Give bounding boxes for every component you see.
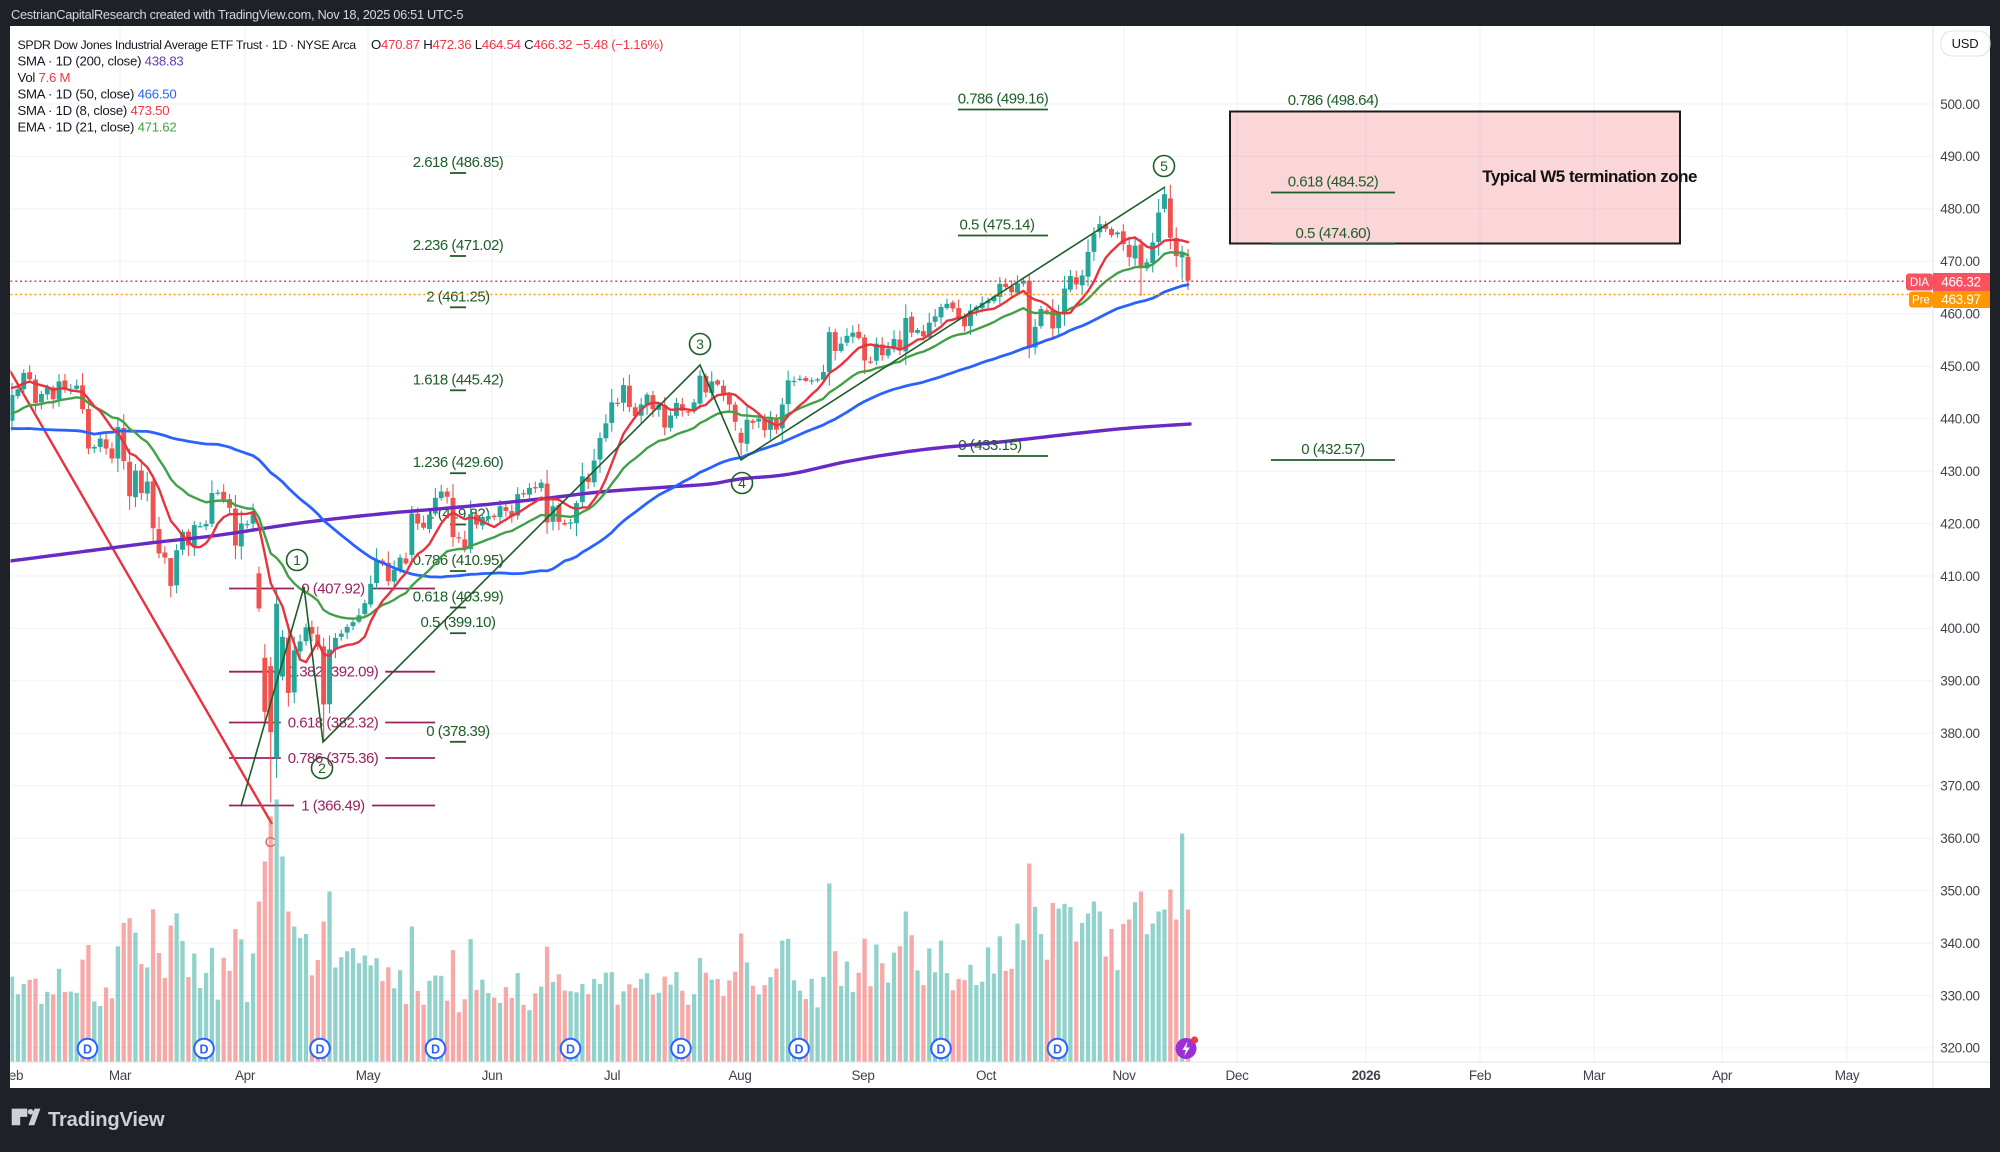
svg-text:0.5 (475.14): 0.5 (475.14) (960, 217, 1035, 234)
svg-text:D: D (936, 1043, 945, 1057)
svg-text:4: 4 (738, 475, 746, 491)
svg-text:USD: USD (1952, 36, 1979, 51)
svg-text:Nov: Nov (1112, 1068, 1136, 1083)
svg-text:DIA: DIA (1910, 277, 1930, 289)
svg-text:340.00: 340.00 (1940, 936, 1980, 951)
svg-text:330.00: 330.00 (1940, 988, 1980, 1003)
svg-text:0 (433.15): 0 (433.15) (958, 437, 1022, 454)
svg-text:0.786 (410.95): 0.786 (410.95) (413, 552, 504, 569)
svg-text:May: May (356, 1068, 381, 1083)
svg-text:460.00: 460.00 (1940, 307, 1980, 322)
svg-text:0.786 (375.36): 0.786 (375.36) (288, 750, 379, 767)
svg-text:3: 3 (696, 336, 704, 352)
svg-text:Typical W5 termination zone: Typical W5 termination zone (1482, 167, 1697, 186)
svg-text:0.5 (399.10): 0.5 (399.10) (421, 614, 496, 631)
svg-text:0.618 (382.32): 0.618 (382.32) (288, 715, 379, 732)
svg-text:SPDR Dow Jones Industrial Aver: SPDR Dow Jones Industrial Average ETF Tr… (18, 38, 357, 52)
svg-text:Oct: Oct (976, 1068, 997, 1083)
svg-text:1.618 (445.42): 1.618 (445.42) (413, 371, 504, 388)
svg-text:D: D (676, 1043, 685, 1057)
svg-text:Dec: Dec (1225, 1068, 1249, 1083)
svg-text:Aug: Aug (728, 1068, 751, 1083)
svg-text:0 (407.92): 0 (407.92) (301, 581, 365, 598)
svg-text:Pre: Pre (1912, 295, 1930, 307)
svg-text:390.00: 390.00 (1940, 674, 1980, 689)
svg-text:Jul: Jul (604, 1068, 621, 1083)
svg-text:D: D (199, 1043, 208, 1057)
svg-text:490.00: 490.00 (1940, 149, 1980, 164)
svg-text:320.00: 320.00 (1940, 1041, 1980, 1056)
svg-text:May: May (1835, 1068, 1860, 1083)
svg-text:500.00: 500.00 (1940, 97, 1980, 112)
svg-text:5: 5 (1160, 158, 1168, 174)
svg-text:0.618 (484.52): 0.618 (484.52) (1288, 174, 1379, 191)
svg-text:0.382 (392.09): 0.382 (392.09) (288, 664, 379, 681)
svg-text:1.236 (429.60): 1.236 (429.60) (413, 454, 504, 471)
svg-text:466.32: 466.32 (1941, 275, 1981, 290)
svg-text:450.00: 450.00 (1940, 359, 1980, 374)
svg-text:0.786 (499.16): 0.786 (499.16) (958, 91, 1049, 108)
svg-text:Vol 7.6 M: Vol 7.6 M (18, 70, 71, 85)
svg-text:2.618 (486.85): 2.618 (486.85) (413, 154, 504, 171)
svg-text:1 (366.49): 1 (366.49) (301, 798, 365, 815)
svg-text:380.00: 380.00 (1940, 726, 1980, 741)
svg-text:D: D (566, 1043, 575, 1057)
svg-text:D: D (315, 1043, 324, 1057)
svg-text:2 (461.25): 2 (461.25) (426, 288, 490, 305)
svg-text:Feb: Feb (1, 1068, 23, 1083)
svg-text:Jun: Jun (482, 1068, 503, 1083)
svg-text:D: D (431, 1043, 440, 1057)
svg-text:430.00: 430.00 (1940, 464, 1980, 479)
svg-text:Apr: Apr (235, 1068, 256, 1083)
svg-text:0 (432.57): 0 (432.57) (1301, 441, 1365, 458)
svg-text:1: 1 (293, 552, 301, 568)
svg-text:350.00: 350.00 (1940, 883, 1980, 898)
svg-text:Apr: Apr (1712, 1068, 1733, 1083)
svg-text:0.618 (403.99): 0.618 (403.99) (413, 589, 504, 606)
svg-text:SMA · 1D (50, close) 466.50: SMA · 1D (50, close) 466.50 (18, 87, 177, 102)
svg-text:2.236 (471.02): 2.236 (471.02) (413, 237, 504, 254)
svg-text:Mar: Mar (109, 1068, 132, 1083)
svg-text:D: D (794, 1043, 803, 1057)
svg-text:410.00: 410.00 (1940, 569, 1980, 584)
svg-text:O470.87 H472.36 L464.54 C466.3: O470.87 H472.36 L464.54 C466.32 −5.48 (−… (371, 37, 663, 52)
svg-text:0.5 (474.60): 0.5 (474.60) (1296, 225, 1371, 242)
svg-text:Feb: Feb (1469, 1068, 1491, 1083)
svg-text:370.00: 370.00 (1940, 779, 1980, 794)
svg-text:440.00: 440.00 (1940, 411, 1980, 426)
svg-text:Mar: Mar (1583, 1068, 1606, 1083)
svg-text:360.00: 360.00 (1940, 831, 1980, 846)
svg-text:C: C (265, 834, 276, 851)
svg-text:400.00: 400.00 (1940, 621, 1980, 636)
svg-text:SMA · 1D (8, close) 473.50: SMA · 1D (8, close) 473.50 (18, 103, 170, 118)
svg-text:0.786 (498.64): 0.786 (498.64) (1288, 92, 1379, 109)
svg-text:480.00: 480.00 (1940, 202, 1980, 217)
svg-text:SMA · 1D (200, close) 438.83: SMA · 1D (200, close) 438.83 (18, 54, 184, 69)
svg-text:EMA · 1D (21, close) 471.62: EMA · 1D (21, close) 471.62 (18, 120, 177, 135)
svg-text:470.00: 470.00 (1940, 254, 1980, 269)
svg-text:0 (378.39): 0 (378.39) (426, 723, 490, 740)
svg-text:Sep: Sep (851, 1068, 874, 1083)
svg-text:420.00: 420.00 (1940, 516, 1980, 531)
svg-text:D: D (83, 1043, 92, 1057)
svg-text:D: D (1053, 1043, 1062, 1057)
svg-text:2: 2 (318, 760, 326, 776)
svg-text:2026: 2026 (1352, 1068, 1382, 1083)
svg-text:463.97: 463.97 (1941, 292, 1981, 307)
